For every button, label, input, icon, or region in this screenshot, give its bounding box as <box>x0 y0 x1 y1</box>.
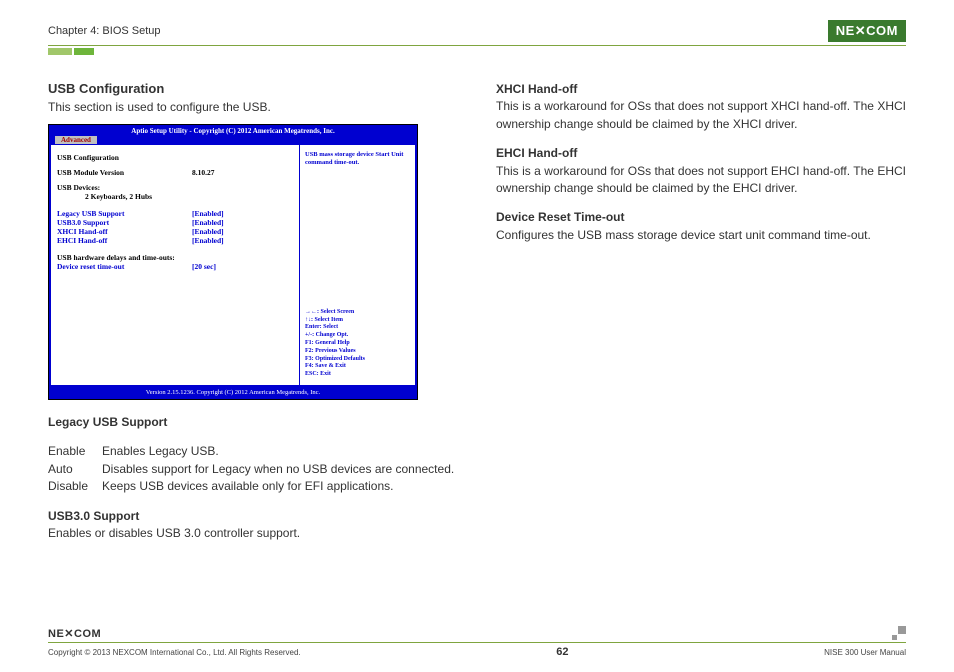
ehci-section: EHCI Hand-off This is a workaround for O… <box>496 145 906 197</box>
bios-help-text: USB mass storage device Start Unit comma… <box>305 151 410 167</box>
bios-hint: ↑↓: Select Item <box>305 317 410 325</box>
section-heading: USB Configuration <box>48 81 458 96</box>
bios-reset-v: [20 sec] <box>192 262 216 271</box>
bios-devices-label: USB Devices: <box>57 183 293 192</box>
bios-hints: →←: Select Screen ↑↓: Select Item Enter:… <box>305 309 410 379</box>
bios-hint: F2: Previous Values <box>305 348 410 356</box>
section-intro: This section is used to configure the US… <box>48 100 458 114</box>
chapter-label: Chapter 4: BIOS Setup <box>48 25 161 37</box>
bios-opt-val: [Enabled] <box>192 218 224 227</box>
bios-opt: EHCI Hand-off <box>57 236 192 245</box>
bios-footer: Version 2.15.1236. Copyright (C) 2012 Am… <box>49 387 417 399</box>
copyright: Copyright © 2013 NEXCOM International Co… <box>48 648 301 657</box>
opt-key: Disable <box>48 478 102 495</box>
bios-hint: +/-: Change Opt. <box>305 332 410 340</box>
opt-key: Auto <box>48 461 102 478</box>
page-header: Chapter 4: BIOS Setup NE✕COM <box>48 20 906 46</box>
header-accent <box>48 48 906 55</box>
bios-hint: →←: Select Screen <box>305 309 410 317</box>
corner-decoration <box>892 626 906 640</box>
bios-module-val: 8.10.27 <box>192 168 215 177</box>
bios-help-panel: USB mass storage device Start Unit comma… <box>300 145 415 385</box>
xhci-desc: This is a workaround for OSs that does n… <box>496 99 906 130</box>
left-column: USB Configuration This section is used t… <box>48 81 458 554</box>
logo-bottom: NE✕COM <box>48 627 101 640</box>
bios-devices-val: 2 Keyboards, 2 Hubs <box>57 192 293 201</box>
legacy-section: Legacy USB Support <box>48 414 458 431</box>
bios-opt-val: [Enabled] <box>192 236 224 245</box>
bios-opt-val: [Enabled] <box>192 209 224 218</box>
bios-hw-label: USB hardware delays and time-outs: <box>57 253 293 262</box>
bios-reset-k: Device reset time-out <box>57 262 192 271</box>
manual-name: NISE 300 User Manual <box>824 648 906 657</box>
bios-hint: Enter: Select <box>305 324 410 332</box>
usb3-desc: Enables or disables USB 3.0 controller s… <box>48 526 300 540</box>
bios-opt-val: [Enabled] <box>192 227 224 236</box>
logo-top: NE✕COM <box>828 20 906 42</box>
page-number: 62 <box>556 646 568 658</box>
bios-hint: ESC: Exit <box>305 371 410 379</box>
bios-opt: Legacy USB Support <box>57 209 192 218</box>
reset-section: Device Reset Time-out Configures the USB… <box>496 209 906 244</box>
bios-module-label: USB Module Version <box>57 168 192 177</box>
legacy-options: EnableEnables Legacy USB. AutoDisables s… <box>48 443 458 495</box>
right-column: XHCI Hand-off This is a workaround for O… <box>496 81 906 554</box>
ehci-desc: This is a workaround for OSs that does n… <box>496 164 906 195</box>
opt-val: Keeps USB devices available only for EFI… <box>102 478 458 495</box>
reset-heading: Device Reset Time-out <box>496 210 625 224</box>
legacy-heading: Legacy USB Support <box>48 415 167 429</box>
opt-val: Enables Legacy USB. <box>102 443 458 460</box>
bios-hint: F1: General Help <box>305 340 410 348</box>
bios-opt: XHCI Hand-off <box>57 227 192 236</box>
xhci-section: XHCI Hand-off This is a workaround for O… <box>496 81 906 133</box>
ehci-heading: EHCI Hand-off <box>496 146 577 160</box>
bios-hint: F3: Optimized Defaults <box>305 356 410 364</box>
bios-section: USB Configuration <box>57 153 293 162</box>
reset-desc: Configures the USB mass storage device s… <box>496 228 871 242</box>
usb3-heading: USB3.0 Support <box>48 509 139 523</box>
bios-title: Aptio Setup Utility - Copyright (C) 2012… <box>49 125 417 135</box>
usb3-section: USB3.0 Support Enables or disables USB 3… <box>48 508 458 543</box>
bios-main-panel: USB Configuration USB Module Version8.10… <box>51 145 300 385</box>
bios-tabs: Advanced <box>49 135 417 145</box>
xhci-heading: XHCI Hand-off <box>496 82 577 96</box>
bios-opt: USB3.0 Support <box>57 218 192 227</box>
bios-tab-advanced: Advanced <box>55 136 97 144</box>
page-footer: Copyright © 2013 NEXCOM International Co… <box>48 642 906 658</box>
opt-val: Disables support for Legacy when no USB … <box>102 461 458 478</box>
opt-key: Enable <box>48 443 102 460</box>
bios-screenshot: Aptio Setup Utility - Copyright (C) 2012… <box>48 124 418 400</box>
bios-hint: F4: Save & Exit <box>305 363 410 371</box>
